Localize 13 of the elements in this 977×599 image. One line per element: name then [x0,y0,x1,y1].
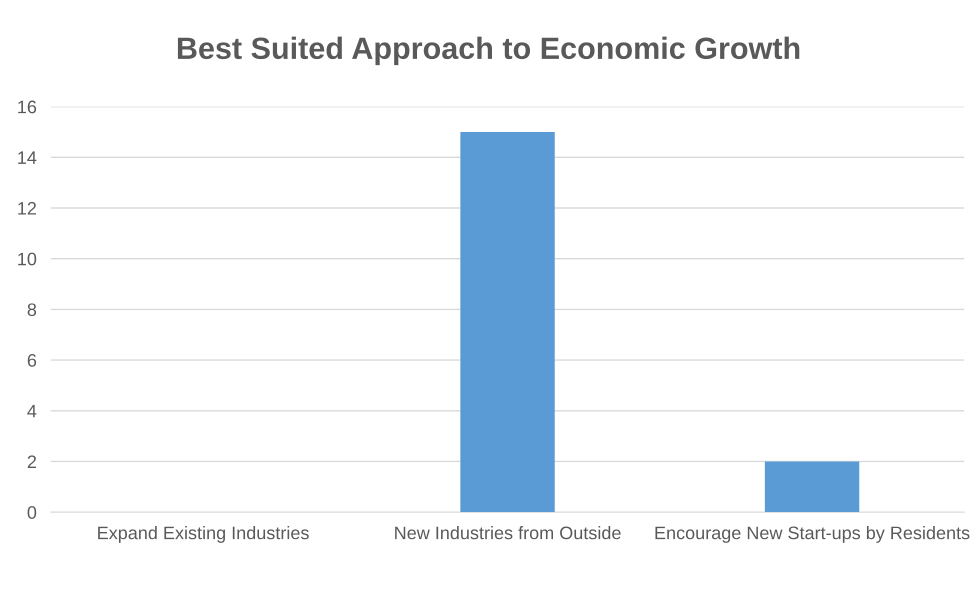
y-tick-label: 12 [18,202,36,215]
y-tick-label: 8 [28,303,36,316]
y-tick-label: 4 [27,404,36,418]
y-tick-label: 10 [18,252,36,266]
chart-title: Best Suited Approach to Economic Growth [178,36,800,66]
x-tick-label: New Industries from Outside [395,526,621,540]
y-tick-label: 16 [18,100,36,114]
x-tick-label: Encourage New Start-ups by Residents [655,526,970,543]
x-tick-label: Expand Existing Industries [98,526,309,543]
y-tick-label: 0 [28,506,36,519]
y-tick-label: 14 [18,151,36,164]
y-tick-label: 6 [28,354,36,367]
y-tick-label: 2 [28,455,36,468]
